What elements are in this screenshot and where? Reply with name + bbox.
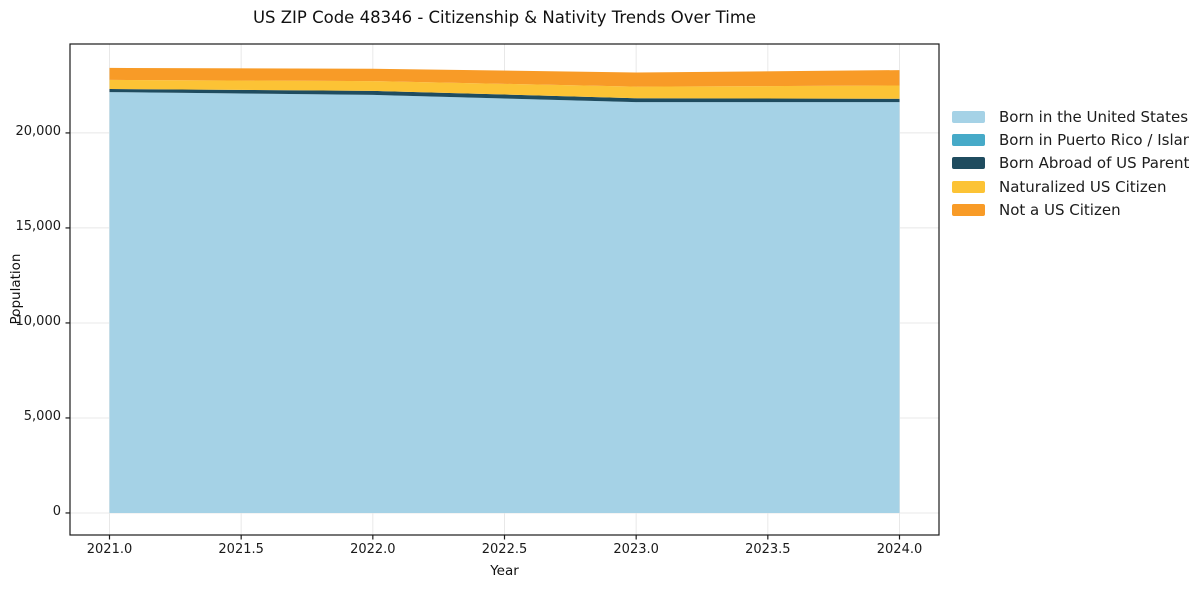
y-tick-label: 20,000 [15,124,62,140]
chart-title: US ZIP Code 48346 - Citizenship & Nativi… [252,8,757,27]
x-tick-label: 2023.0 [613,542,659,557]
y-tick-label: 5,000 [23,409,61,425]
legend-item-not-citizen: Not a US Citizen [952,199,1189,222]
legend-label-not-citizen: Not a US Citizen [999,201,1121,220]
x-tick-label: 2021.5 [218,542,264,557]
legend-swatch-not-citizen [952,204,985,217]
x-tick-label: 2024.0 [876,542,923,557]
x-tick-label: 2023.5 [745,542,791,557]
legend: Born in the United States Born in Puerto… [952,105,1189,222]
legend-item-naturalized: Naturalized US Citizen [952,175,1189,198]
area-series-0 [109,92,900,513]
x-tick-label: 2021.0 [86,542,133,557]
y-tick-label: 15,000 [15,219,62,235]
x-tick-label: 2022.0 [350,542,396,557]
legend-swatch-naturalized [952,180,985,193]
legend-item-born-abroad: Born Abroad of US Parent(s) [952,152,1189,175]
legend-item-puerto-rico: Born in Puerto Rico / Islands [952,128,1189,151]
area-series-4 [109,67,900,87]
y-tick-label: 0 [52,504,61,520]
legend-item-born-us: Born in the United States [952,105,1189,128]
y-tick-label: 10,000 [15,314,62,330]
area-series-2 [109,89,900,103]
legend-label-puerto-rico: Born in Puerto Rico / Islands [999,131,1189,150]
legend-swatch-born-us [952,110,985,123]
x-tick-label: 2022.5 [481,542,528,557]
legend-label-naturalized: Naturalized US Citizen [999,177,1167,196]
legend-swatch-puerto-rico [952,134,985,147]
area-series-3 [109,79,900,99]
x-axis-label: Year [490,563,519,579]
legend-label-born-us: Born in the United States [999,107,1189,126]
legend-swatch-born-abroad [952,157,985,170]
legend-label-born-abroad: Born Abroad of US Parent(s) [999,154,1189,173]
